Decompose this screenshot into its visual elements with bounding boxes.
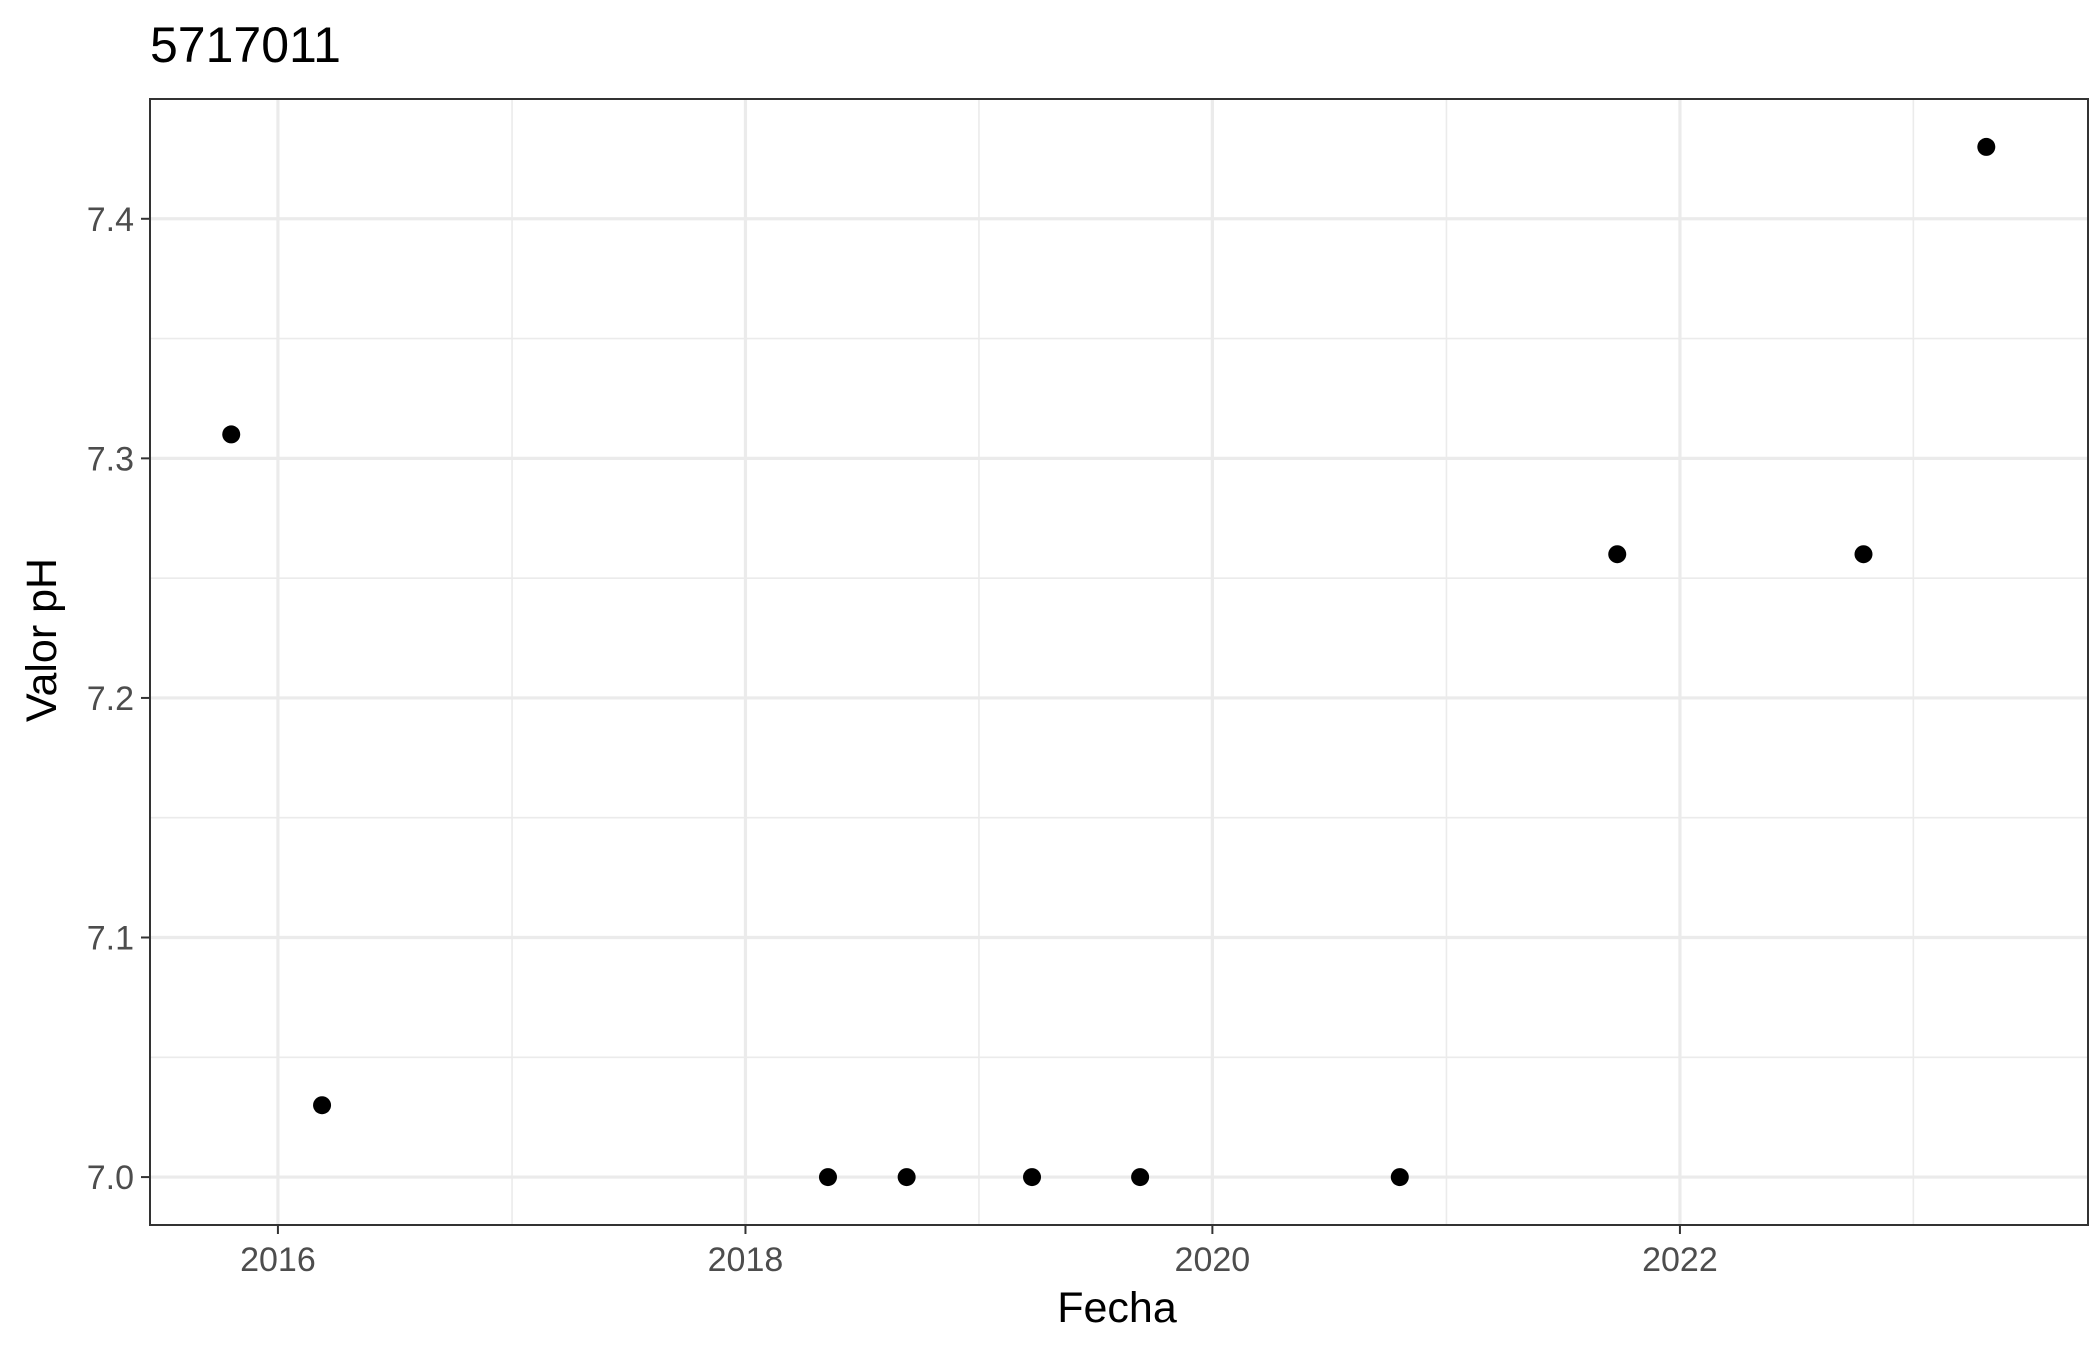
x-axis-ticks: 2016 2018 2020 2022	[240, 1225, 1718, 1279]
data-point	[1131, 1168, 1150, 1187]
data-point	[222, 425, 241, 444]
minor-gridlines	[150, 99, 2088, 1225]
data-point	[1023, 1168, 1042, 1187]
data-point	[1977, 137, 1996, 156]
chart-title: 5717011	[150, 17, 341, 73]
y-tick-label: 7.2	[87, 680, 134, 718]
data-point	[818, 1168, 837, 1187]
y-tick-label: 7.4	[87, 201, 134, 239]
y-tick-label: 7.3	[87, 440, 134, 478]
y-axis-ticks: 7.0 7.1 7.2 7.3 7.4	[87, 201, 150, 1197]
x-tick-label: 2022	[1642, 1241, 1718, 1279]
major-gridlines	[150, 99, 2088, 1225]
y-axis-title: Valor pH	[18, 558, 66, 722]
x-tick-label: 2016	[240, 1241, 316, 1279]
data-point	[1390, 1168, 1409, 1187]
panel-border	[149, 98, 2089, 1226]
x-axis-title: Fecha	[1057, 1284, 1177, 1332]
x-tick-label: 2018	[708, 1241, 784, 1279]
x-tick-label: 2020	[1175, 1241, 1251, 1279]
data-point	[313, 1096, 332, 1115]
data-points	[222, 137, 1996, 1187]
data-point	[1608, 545, 1627, 564]
y-tick-label: 7.1	[87, 920, 134, 958]
data-point	[897, 1168, 916, 1187]
data-point	[1854, 545, 1873, 564]
y-tick-label: 7.0	[87, 1159, 134, 1197]
